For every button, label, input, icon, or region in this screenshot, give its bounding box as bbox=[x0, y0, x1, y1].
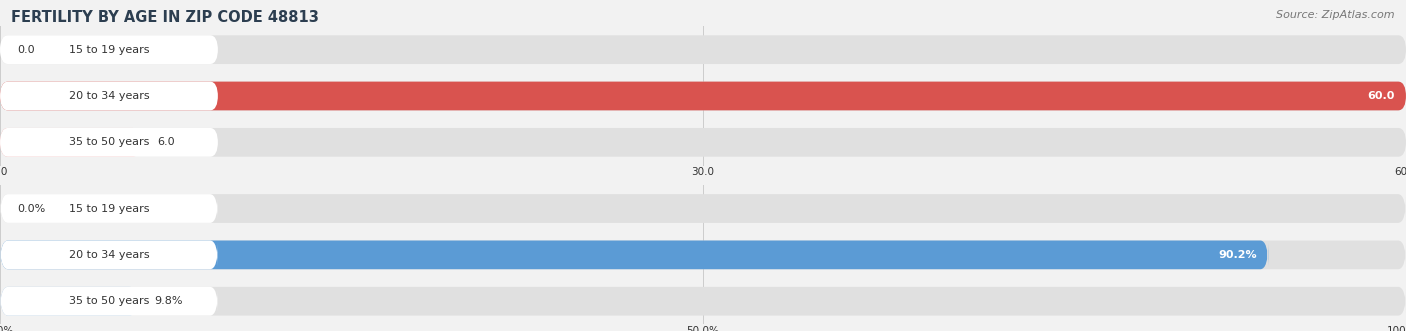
FancyBboxPatch shape bbox=[0, 128, 1406, 157]
Text: 0.0: 0.0 bbox=[17, 45, 35, 55]
FancyBboxPatch shape bbox=[0, 241, 1406, 269]
Text: 15 to 19 years: 15 to 19 years bbox=[69, 45, 149, 55]
Text: 90.2%: 90.2% bbox=[1219, 250, 1257, 260]
Text: 6.0: 6.0 bbox=[157, 137, 176, 147]
Text: 9.8%: 9.8% bbox=[155, 296, 183, 306]
FancyBboxPatch shape bbox=[0, 35, 218, 64]
FancyBboxPatch shape bbox=[0, 287, 138, 315]
FancyBboxPatch shape bbox=[0, 82, 1406, 110]
FancyBboxPatch shape bbox=[0, 82, 1406, 110]
FancyBboxPatch shape bbox=[0, 287, 1406, 315]
Text: 20 to 34 years: 20 to 34 years bbox=[69, 91, 149, 101]
Text: 60.0: 60.0 bbox=[1368, 91, 1395, 101]
Text: FERTILITY BY AGE IN ZIP CODE 48813: FERTILITY BY AGE IN ZIP CODE 48813 bbox=[11, 10, 319, 25]
Text: 35 to 50 years: 35 to 50 years bbox=[69, 137, 149, 147]
Text: 20 to 34 years: 20 to 34 years bbox=[69, 250, 149, 260]
FancyBboxPatch shape bbox=[0, 287, 218, 315]
Text: 0.0%: 0.0% bbox=[17, 204, 45, 213]
Text: 15 to 19 years: 15 to 19 years bbox=[69, 204, 149, 213]
FancyBboxPatch shape bbox=[0, 194, 1406, 223]
FancyBboxPatch shape bbox=[0, 35, 1406, 64]
FancyBboxPatch shape bbox=[0, 128, 141, 157]
Text: 35 to 50 years: 35 to 50 years bbox=[69, 296, 149, 306]
FancyBboxPatch shape bbox=[0, 241, 1268, 269]
Text: Source: ZipAtlas.com: Source: ZipAtlas.com bbox=[1277, 10, 1395, 20]
FancyBboxPatch shape bbox=[0, 241, 218, 269]
FancyBboxPatch shape bbox=[0, 82, 218, 110]
FancyBboxPatch shape bbox=[0, 194, 218, 223]
FancyBboxPatch shape bbox=[0, 128, 218, 157]
